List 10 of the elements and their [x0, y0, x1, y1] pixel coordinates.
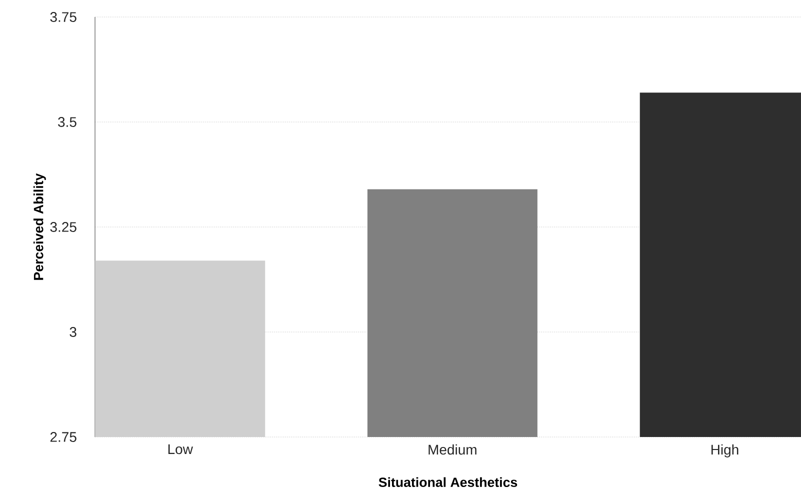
- y-tick-label: 3.5: [58, 117, 76, 127]
- x-axis-title: Situational Aesthetics: [378, 477, 518, 488]
- y-tick-label: 3.75: [50, 12, 76, 22]
- x-tick-label: Medium: [428, 444, 476, 455]
- y-tick-label: 3: [70, 327, 76, 337]
- x-tick-label: Low: [168, 444, 193, 454]
- y-tick-label: 2.75: [50, 432, 76, 442]
- y-axis-title: Perceived Ability: [33, 173, 46, 280]
- y-tick-label: 3.25: [50, 222, 76, 232]
- x-tick-label: High: [712, 444, 738, 458]
